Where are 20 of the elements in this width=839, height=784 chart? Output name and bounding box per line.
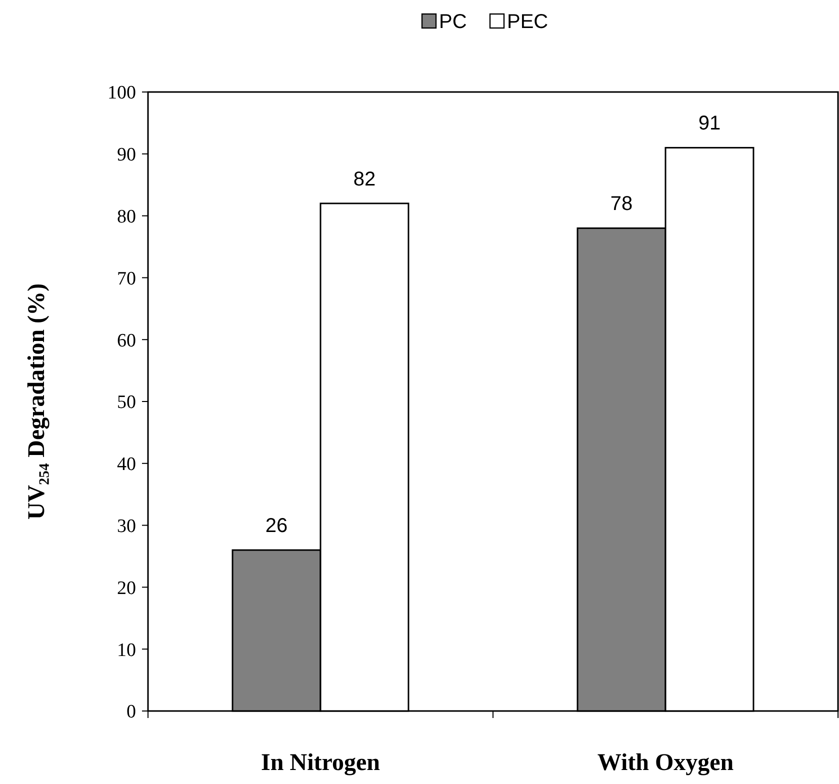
y-tick-label: 80 bbox=[117, 206, 136, 228]
legend-label: PEC bbox=[507, 11, 548, 33]
y-tick-label: 40 bbox=[117, 454, 136, 476]
x-tick-label: In Nitrogen bbox=[261, 750, 380, 776]
legend-label: PC bbox=[439, 11, 467, 33]
y-tick-label: 70 bbox=[117, 268, 136, 290]
data-label: 91 bbox=[698, 112, 721, 135]
y-tick-label: 20 bbox=[117, 578, 136, 599]
y-tick-label: 0 bbox=[126, 702, 136, 723]
y-tick-label: 50 bbox=[117, 392, 136, 414]
y-tick-label: 10 bbox=[117, 640, 136, 661]
data-label: 26 bbox=[265, 515, 288, 538]
y-tick-label: 30 bbox=[117, 516, 136, 537]
data-label: 82 bbox=[353, 168, 376, 190]
y-axis-title: UV₂₅₄ Degradation (%) bbox=[24, 283, 50, 520]
y-tick-label: 90 bbox=[117, 144, 136, 166]
y-tick-label: 100 bbox=[108, 82, 136, 104]
data-label: 78 bbox=[610, 193, 633, 216]
y-tick-label: 60 bbox=[117, 330, 136, 352]
x-tick-label: With Oxygen bbox=[597, 750, 734, 776]
